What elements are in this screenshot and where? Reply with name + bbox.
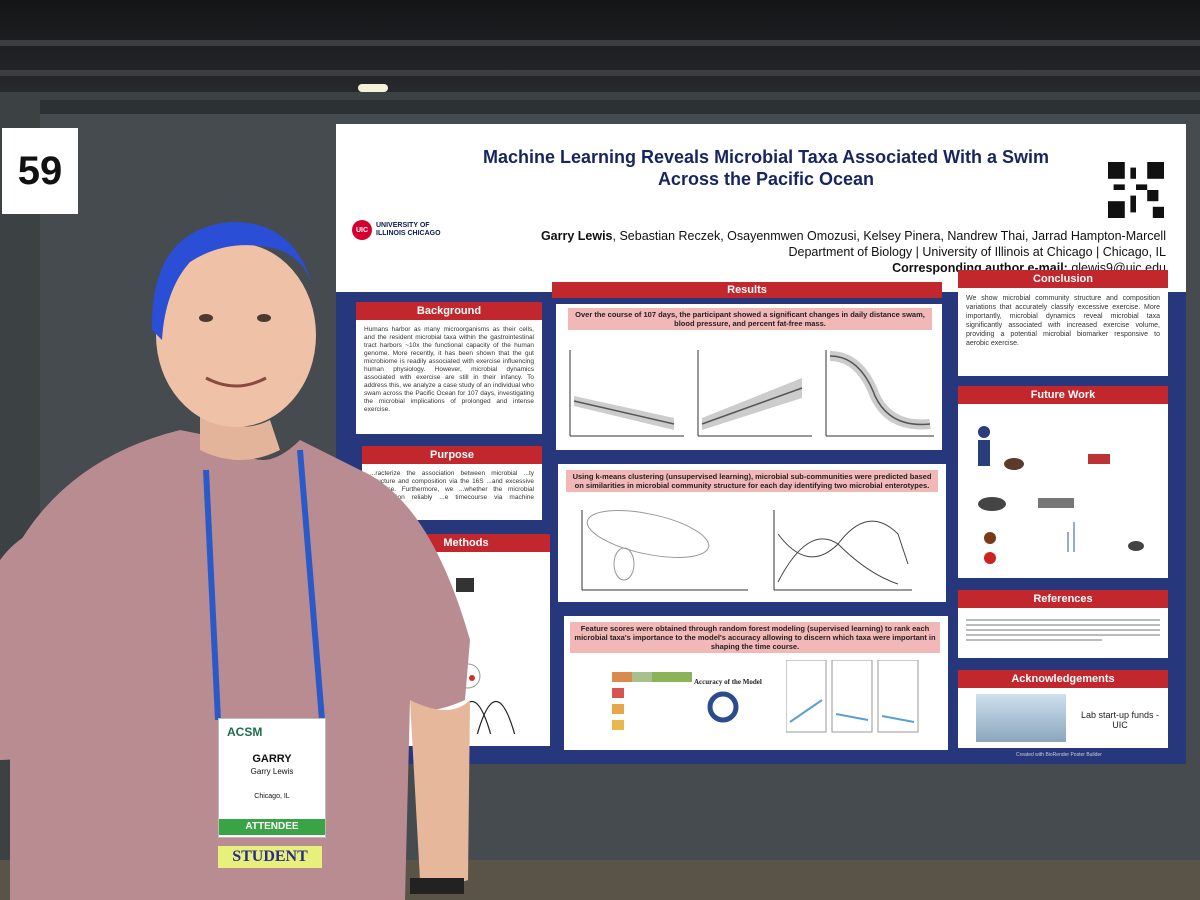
results-panel-2: Using k-means clustering (unsupervised l… (558, 464, 946, 602)
results-header: Results (552, 282, 942, 298)
acsm-logo: ACSM (227, 725, 263, 739)
badge-first-name: GARRY (252, 753, 292, 765)
taxa-scatter-plots (786, 660, 919, 733)
name-badge: ACSM GARRY Garry Lewis Chicago, IL ATTEN… (218, 718, 326, 838)
methods-heading: Methods (382, 534, 550, 552)
badge-city: Chicago, IL (254, 793, 290, 800)
badge-full-name: Garry Lewis (250, 767, 294, 776)
student-ribbon: STUDENT (218, 846, 322, 868)
background-heading: Background (356, 302, 542, 320)
background-text: Humans harbor as many microorganisms as … (364, 326, 534, 413)
results-caption-2: Using k-means clustering (unsupervised l… (566, 470, 938, 492)
purpose-text: ...racterize the association between mic… (370, 470, 534, 509)
poster-header: Machine Learning Reveals Microbial Taxa … (336, 124, 1186, 292)
accuracy-label: Accuracy of the Model (694, 678, 762, 686)
booth-number-card: 59 (2, 128, 78, 214)
purpose-section: Purpose ...racterize the association bet… (362, 446, 542, 520)
results-caption-1: Over the course of 107 days, the partici… (568, 308, 932, 330)
affiliation: Department of Biology | University of Il… (788, 245, 1166, 259)
results-panel-3: Feature scores were obtained through ran… (564, 616, 948, 750)
ceiling (0, 0, 1200, 110)
accuracy-donut (707, 691, 739, 723)
uic-logo-text: UNIVERSITY OF ILLINOIS CHICAGO (376, 222, 441, 237)
lead-author: Garry Lewis (540, 229, 613, 243)
kmeans-plots (581, 510, 912, 591)
acknowledgements-text: Lab start-up funds - UIC (1080, 710, 1160, 730)
co-authors: , Sebastian Reczek, Osayenmwen Omozusi, … (612, 229, 1166, 243)
future-work-section: Future Work (958, 386, 1168, 578)
qr-code-icon (1108, 162, 1164, 218)
poster-footer: Created with BioRender Poster Builder (1016, 752, 1102, 758)
future-work-heading: Future Work (958, 386, 1168, 404)
methods-diagram (400, 576, 516, 734)
results-heading: Results (552, 282, 942, 298)
conclusion-heading: Conclusion (958, 270, 1168, 288)
team-photo (976, 694, 1066, 742)
purpose-heading: Purpose (362, 446, 542, 464)
references-section: References (958, 590, 1168, 658)
acknowledgements-heading: Acknowledgements (958, 670, 1168, 688)
acknowledgements-section: Acknowledgements Lab start-up funds - UI… (958, 670, 1168, 748)
poster-authors: Garry Lewis, Sebastian Reczek, Osayenmwe… (466, 228, 1166, 276)
research-poster: Machine Learning Reveals Microbial Taxa … (336, 124, 1186, 764)
uic-badge-icon: UIC (352, 220, 372, 240)
attendee-label: ATTENDEE (219, 819, 325, 835)
uic-logo: UIC UNIVERSITY OF ILLINOIS CHICAGO (352, 220, 456, 240)
feature-score-bars (612, 672, 692, 730)
methods-section: Methods (382, 534, 550, 746)
conclusion-text: We show microbial community structure an… (966, 295, 1160, 347)
floor (0, 860, 1200, 900)
references-heading: References (958, 590, 1168, 608)
results-caption-3: Feature scores were obtained through ran… (570, 622, 940, 653)
regression-plots (569, 350, 934, 437)
future-work-diagram (978, 426, 1144, 564)
background-section: Background Humans harbor as many microor… (356, 302, 542, 434)
conclusion-section: Conclusion We show microbial community s… (958, 270, 1168, 376)
results-panel-1: Over the course of 107 days, the partici… (556, 304, 942, 450)
poster-title: Machine Learning Reveals Microbial Taxa … (482, 147, 1049, 189)
